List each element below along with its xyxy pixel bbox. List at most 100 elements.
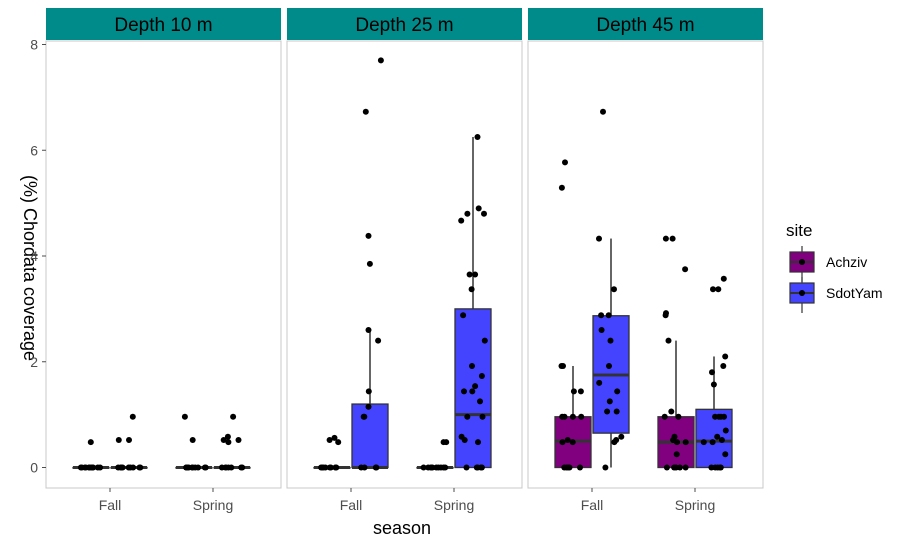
data-point <box>722 427 729 434</box>
data-point <box>189 437 196 443</box>
boxplot-sdotyam <box>454 134 492 471</box>
data-point <box>464 413 471 420</box>
data-point <box>425 464 432 471</box>
data-point <box>461 437 468 443</box>
boxplot-sdotyam <box>695 275 733 471</box>
data-point <box>611 286 617 293</box>
y-tick-label: 2 <box>30 354 38 370</box>
legend-item-sdotyam: SdotYam <box>789 277 883 313</box>
data-point <box>598 312 605 319</box>
data-point <box>362 108 369 115</box>
data-point <box>224 433 231 440</box>
x-tick-label: Fall <box>340 497 363 513</box>
data-point <box>125 464 132 471</box>
data-point <box>468 286 475 293</box>
data-point <box>562 159 568 166</box>
data-point <box>722 353 729 360</box>
data-point <box>181 413 188 420</box>
y-tick-label: 4 <box>30 248 38 264</box>
data-point <box>479 413 486 420</box>
legend-item-achziv: Achziv <box>789 246 867 282</box>
data-point <box>718 437 725 443</box>
data-point <box>559 439 566 446</box>
data-point <box>365 388 372 395</box>
data-point <box>675 413 682 420</box>
data-point <box>720 275 727 282</box>
data-point <box>570 388 577 395</box>
data-point <box>77 464 84 471</box>
data-point <box>366 260 373 267</box>
facet-strip <box>528 8 763 40</box>
data-point <box>600 108 606 115</box>
data-point <box>673 451 680 458</box>
data-point <box>202 464 209 471</box>
facet-panel: Depth 25 m Fall Spring <box>286 8 523 513</box>
data-point <box>700 439 707 446</box>
data-point <box>469 388 476 395</box>
data-point <box>189 464 196 471</box>
data-point <box>596 235 602 242</box>
data-point <box>662 312 669 319</box>
data-point <box>481 210 487 217</box>
data-point <box>481 337 488 344</box>
data-point <box>429 464 436 471</box>
data-point <box>235 437 242 443</box>
data-point <box>377 57 384 64</box>
y-axis-title: (%) Chordata coverage <box>20 175 40 361</box>
data-point <box>606 398 613 405</box>
data-point <box>365 403 372 410</box>
data-point <box>569 439 576 446</box>
data-point <box>606 363 612 369</box>
box <box>351 403 389 469</box>
data-point <box>137 464 144 471</box>
boxplot-achziv <box>313 434 351 471</box>
data-point <box>569 413 576 420</box>
x-tick-label: Fall <box>99 497 122 513</box>
data-point <box>332 464 339 471</box>
data-point <box>115 437 122 443</box>
data-point <box>238 464 245 471</box>
facet-strip-label: Depth 45 m <box>596 15 694 36</box>
data-point <box>720 363 727 369</box>
data-point <box>460 312 467 319</box>
data-point <box>605 312 612 319</box>
data-point <box>472 271 479 278</box>
data-point <box>466 271 473 278</box>
data-point <box>365 232 372 239</box>
data-point <box>661 413 668 420</box>
x-tick-label: Fall <box>581 497 604 513</box>
data-point <box>222 464 229 471</box>
data-point <box>478 373 485 379</box>
boxplot-sdotyam <box>110 413 148 471</box>
x-tick-label: Spring <box>675 497 715 513</box>
data-point <box>228 464 235 471</box>
data-point <box>475 205 482 212</box>
data-point <box>668 408 675 415</box>
boxplot-sdotyam <box>592 108 630 471</box>
data-point <box>477 464 484 471</box>
data-point <box>717 464 724 471</box>
data-point <box>420 464 427 471</box>
data-point <box>335 439 342 446</box>
data-point <box>129 413 136 420</box>
data-point <box>318 464 325 471</box>
data-point <box>577 388 584 395</box>
facet-strip-label: Depth 10 m <box>114 15 212 36</box>
boxplot-sdotyam <box>351 57 389 471</box>
data-point <box>721 413 727 420</box>
boxplot-sdotyam <box>213 413 251 471</box>
data-point <box>662 235 669 242</box>
legend-label: Achziv <box>826 254 867 270</box>
data-point <box>714 433 721 440</box>
data-point <box>712 413 719 420</box>
data-point <box>473 464 480 471</box>
data-point <box>361 464 368 471</box>
y-tick-label: 6 <box>30 142 38 158</box>
data-point <box>577 464 583 471</box>
data-point <box>365 327 372 333</box>
data-point <box>618 433 625 440</box>
data-point <box>604 408 611 415</box>
legend-key-point <box>799 259 805 265</box>
data-point <box>472 383 479 390</box>
data-point <box>331 434 338 441</box>
